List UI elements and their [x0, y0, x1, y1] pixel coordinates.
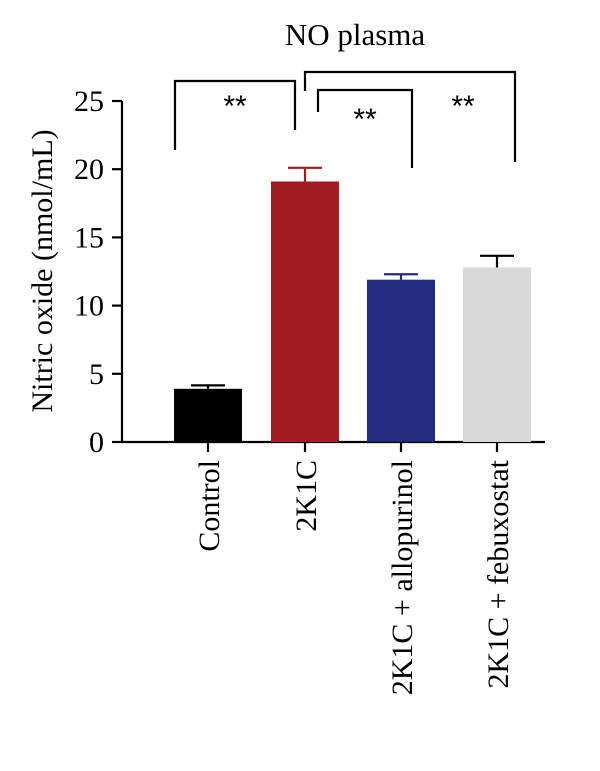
y-tick-label: 20 [74, 153, 104, 186]
x-tick-label: 2K1C + allopurinol [386, 460, 419, 695]
y-tick-label: 10 [74, 290, 104, 323]
bar [174, 388, 242, 442]
y-tick-label: 15 [74, 221, 104, 254]
y-tick-label: 5 [89, 358, 104, 391]
significance-label: ** [223, 90, 247, 123]
x-tick-label: Control [193, 460, 226, 552]
significance-label: ** [353, 103, 377, 136]
y-tick-label: 25 [74, 85, 104, 118]
x-tick-label: 2K1C + febuxostat [482, 459, 515, 688]
y-axis-label: Nitric oxide (nmol/mL) [26, 129, 59, 412]
significance-bracket [316, 88, 414, 168]
chart-title: NO plasma [285, 17, 426, 52]
significance-bracket [303, 70, 517, 162]
bar [367, 279, 435, 442]
significance-bracket [173, 79, 297, 150]
bars [174, 181, 531, 442]
significance-brackets: ** ** ** [173, 70, 517, 168]
significance-label: ** [451, 90, 475, 123]
error-bars [191, 166, 514, 389]
bar [463, 267, 531, 442]
y-axis-ticks: 0 5 10 15 20 25 [74, 85, 122, 459]
y-tick-label: 0 [89, 426, 104, 459]
bar [271, 181, 339, 442]
x-tick-label: 2K1C [290, 460, 323, 532]
x-axis-tick-labels: Control 2K1C 2K1C + allopurinol 2K1C + febu… [193, 459, 515, 695]
